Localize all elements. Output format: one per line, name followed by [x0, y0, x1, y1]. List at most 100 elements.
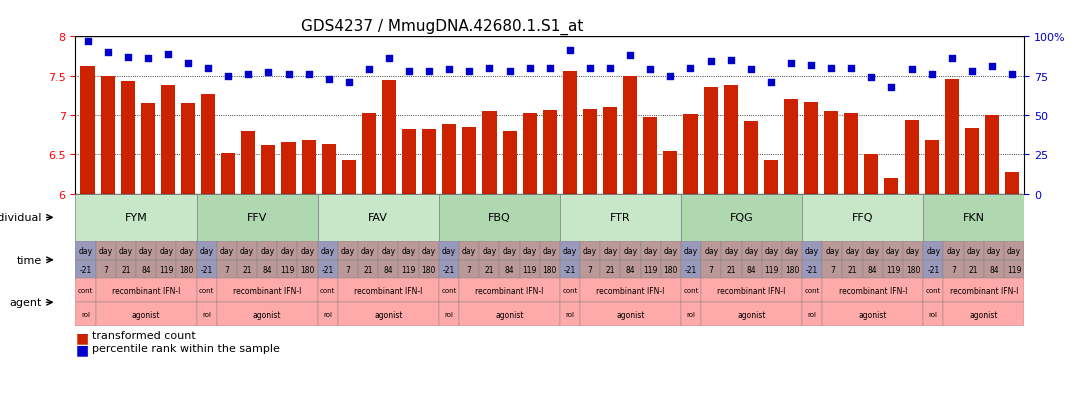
Bar	[904, 121, 918, 194]
Text: -21: -21	[443, 265, 455, 274]
Bar	[583, 110, 597, 194]
Text: day: day	[604, 247, 618, 255]
FancyBboxPatch shape	[701, 302, 802, 326]
FancyBboxPatch shape	[96, 242, 115, 260]
Text: day: day	[826, 247, 840, 255]
Point	[722, 57, 740, 64]
FancyBboxPatch shape	[499, 260, 520, 279]
Text: time: time	[16, 255, 42, 265]
Point	[119, 54, 136, 61]
Text: 119: 119	[160, 265, 174, 274]
Text: -21: -21	[321, 265, 334, 274]
Point	[420, 69, 438, 75]
FancyBboxPatch shape	[96, 302, 196, 326]
Text: 7: 7	[830, 265, 834, 274]
FancyBboxPatch shape	[802, 260, 823, 279]
Text: cont: cont	[78, 288, 93, 294]
FancyBboxPatch shape	[75, 302, 96, 326]
Bar	[342, 160, 356, 194]
FancyBboxPatch shape	[923, 279, 943, 302]
FancyBboxPatch shape	[621, 260, 640, 279]
FancyBboxPatch shape	[337, 302, 439, 326]
FancyBboxPatch shape	[499, 242, 520, 260]
FancyBboxPatch shape	[540, 242, 559, 260]
FancyBboxPatch shape	[459, 279, 559, 302]
Bar	[442, 125, 456, 194]
FancyBboxPatch shape	[681, 194, 802, 242]
FancyBboxPatch shape	[399, 260, 418, 279]
FancyBboxPatch shape	[258, 260, 277, 279]
Point	[903, 67, 921, 74]
FancyBboxPatch shape	[984, 242, 1004, 260]
Text: GDS4237 / MmugDNA.42680.1.S1_at: GDS4237 / MmugDNA.42680.1.S1_at	[301, 19, 583, 35]
Bar	[944, 80, 958, 194]
Text: 119: 119	[280, 265, 294, 274]
FancyBboxPatch shape	[559, 194, 681, 242]
FancyBboxPatch shape	[742, 260, 762, 279]
FancyBboxPatch shape	[580, 260, 600, 279]
Text: transformed count: transformed count	[92, 330, 195, 340]
Point	[239, 71, 257, 78]
Text: cont: cont	[926, 288, 941, 294]
Text: FFQ: FFQ	[852, 213, 873, 223]
FancyBboxPatch shape	[903, 242, 923, 260]
Text: 7: 7	[951, 265, 956, 274]
Text: day: day	[99, 247, 113, 255]
FancyBboxPatch shape	[75, 194, 196, 242]
Point	[702, 59, 719, 66]
Text: 180: 180	[542, 265, 557, 274]
FancyBboxPatch shape	[1004, 260, 1024, 279]
FancyBboxPatch shape	[559, 279, 580, 302]
FancyBboxPatch shape	[580, 279, 681, 302]
Bar	[81, 67, 95, 194]
Text: 84: 84	[989, 265, 998, 274]
Text: FYM: FYM	[125, 213, 148, 223]
Text: 21: 21	[606, 265, 616, 274]
Bar	[181, 104, 195, 194]
FancyBboxPatch shape	[681, 260, 701, 279]
FancyBboxPatch shape	[742, 242, 762, 260]
Point	[441, 67, 458, 74]
Text: 21: 21	[847, 265, 857, 274]
Text: 180: 180	[179, 265, 194, 274]
Text: cont: cont	[199, 288, 215, 294]
FancyBboxPatch shape	[661, 260, 681, 279]
FancyBboxPatch shape	[862, 242, 883, 260]
Text: 119: 119	[644, 265, 658, 274]
FancyBboxPatch shape	[378, 260, 399, 279]
FancyBboxPatch shape	[923, 242, 943, 260]
Text: 119: 119	[523, 265, 537, 274]
Text: agonist: agonist	[495, 310, 524, 319]
FancyBboxPatch shape	[258, 242, 277, 260]
Text: -21: -21	[927, 265, 939, 274]
FancyBboxPatch shape	[681, 242, 701, 260]
FancyBboxPatch shape	[943, 279, 1024, 302]
Bar	[644, 118, 658, 194]
Text: agonist: agonist	[132, 310, 161, 319]
FancyBboxPatch shape	[823, 260, 842, 279]
Text: FQG: FQG	[730, 213, 754, 223]
Text: day: day	[280, 247, 294, 255]
Text: cont: cont	[441, 288, 457, 294]
Bar	[241, 132, 255, 194]
FancyBboxPatch shape	[802, 242, 823, 260]
Point	[562, 48, 579, 55]
Text: day: day	[523, 247, 537, 255]
FancyBboxPatch shape	[196, 302, 217, 326]
FancyBboxPatch shape	[418, 242, 439, 260]
FancyBboxPatch shape	[964, 260, 984, 279]
Text: day: day	[542, 247, 557, 255]
FancyBboxPatch shape	[96, 260, 115, 279]
Bar	[884, 178, 898, 194]
Text: rol: rol	[323, 311, 332, 317]
FancyBboxPatch shape	[559, 302, 580, 326]
FancyBboxPatch shape	[681, 302, 701, 326]
FancyBboxPatch shape	[318, 260, 337, 279]
Text: day: day	[361, 247, 375, 255]
Text: day: day	[301, 247, 315, 255]
FancyBboxPatch shape	[621, 242, 640, 260]
Text: agonist: agonist	[253, 310, 281, 319]
FancyBboxPatch shape	[479, 260, 499, 279]
FancyBboxPatch shape	[439, 302, 459, 326]
Text: 7: 7	[103, 265, 108, 274]
